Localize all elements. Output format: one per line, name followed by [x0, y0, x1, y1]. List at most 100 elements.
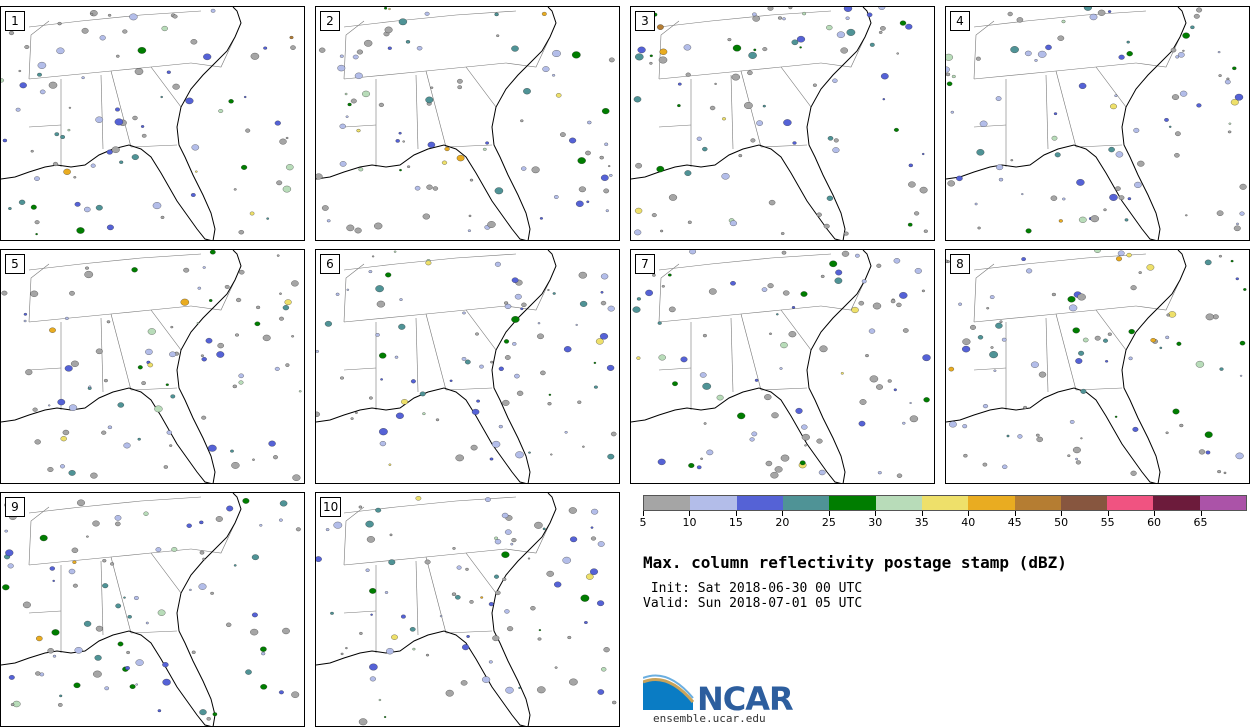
- reflectivity-cell: [58, 703, 63, 707]
- reflectivity-cell: [1179, 423, 1184, 428]
- reflectivity-cell: [185, 97, 194, 105]
- reflectivity-cell: [279, 518, 283, 522]
- reflectivity-cell: [537, 333, 544, 340]
- reflectivity-cell: [979, 120, 988, 127]
- reflectivity-cell: [369, 663, 378, 671]
- reflectivity-cell: [251, 612, 258, 618]
- reflectivity-cell: [800, 291, 808, 297]
- reflectivity-cell: [1075, 457, 1079, 461]
- reflectivity-cell: [995, 96, 1002, 101]
- reflectivity-cell: [2, 138, 8, 143]
- reflectivity-cell: [76, 227, 85, 234]
- state-border: [1135, 36, 1181, 68]
- reflectivity-cell: [456, 154, 465, 162]
- reflectivity-cell: [180, 298, 190, 306]
- reflectivity-cell: [291, 691, 300, 698]
- state-border: [100, 74, 104, 150]
- panel-8: 8: [945, 249, 1250, 484]
- reflectivity-cell: [590, 536, 597, 541]
- reflectivity-cell: [1024, 50, 1032, 57]
- reflectivity-cell: [603, 188, 610, 194]
- reflectivity-cell: [491, 440, 501, 448]
- reflectivity-cell: [422, 412, 426, 416]
- reflectivity-cell: [468, 214, 472, 218]
- reflectivity-cell: [722, 117, 726, 121]
- reflectivity-cell: [521, 166, 527, 171]
- reflectivity-cell: [198, 583, 207, 590]
- reflectivity-cell: [379, 428, 388, 436]
- reflectivity-cell: [285, 363, 290, 367]
- reflectivity-cell: [590, 526, 594, 529]
- reflectivity-cell: [510, 542, 514, 546]
- reflectivity-cell: [1235, 277, 1239, 281]
- reflectivity-cell: [908, 163, 913, 168]
- reflectivity-cell: [444, 146, 450, 152]
- reflectivity-cell: [95, 116, 104, 123]
- reflectivity-cell: [226, 505, 234, 512]
- reflectivity-cell: [57, 21, 62, 26]
- reflectivity-cell: [899, 292, 908, 299]
- reflectivity-cell: [72, 583, 78, 588]
- reflectivity-cell: [379, 352, 387, 359]
- reflectivity-cell: [462, 311, 466, 315]
- logo-text: NCAR: [697, 680, 794, 718]
- reflectivity-cell: [976, 56, 981, 61]
- reflectivity-cell: [872, 302, 882, 310]
- reflectivity-cell: [1107, 10, 1112, 13]
- reflectivity-cell: [1072, 446, 1081, 454]
- reflectivity-cell: [649, 61, 653, 65]
- reflectivity-cell: [511, 538, 517, 543]
- reflectivity-cell: [1170, 47, 1177, 53]
- reflectivity-cell: [64, 365, 73, 372]
- reflectivity-cell: [441, 160, 448, 165]
- reflectivity-cell: [962, 424, 968, 429]
- reflectivity-cell: [1179, 90, 1188, 97]
- state-border: [973, 62, 1137, 80]
- reflectivity-cell: [424, 559, 431, 565]
- reflectivity-cell: [30, 204, 37, 210]
- reflectivity-cell: [250, 628, 259, 636]
- reflectivity-cell: [183, 267, 190, 273]
- reflectivity-cell: [48, 404, 51, 407]
- reflectivity-cell: [464, 359, 471, 365]
- reflectivity-cell: [202, 266, 206, 269]
- colorbar-tick-label: 25: [821, 516, 836, 529]
- coastline: [1, 7, 242, 240]
- state-border: [415, 317, 419, 393]
- reflectivity-cell: [597, 600, 605, 607]
- reflectivity-cell: [816, 438, 823, 444]
- reflectivity-cell: [1109, 193, 1118, 201]
- reflectivity-cell: [1007, 11, 1013, 17]
- reflectivity-cell: [1204, 431, 1213, 438]
- reflectivity-cell: [721, 173, 730, 180]
- reflectivity-cell: [295, 527, 301, 532]
- state-border: [973, 305, 1137, 323]
- reflectivity-cell: [599, 155, 604, 160]
- reflectivity-cell: [858, 420, 866, 427]
- reflectivity-cell: [129, 684, 136, 689]
- reflectivity-cell: [521, 302, 527, 307]
- state-border: [343, 253, 517, 271]
- reflectivity-cell: [73, 682, 81, 689]
- state-border: [445, 630, 493, 634]
- panel-5: 5: [0, 249, 305, 484]
- reflectivity-cell: [191, 144, 200, 151]
- reflectivity-cell: [585, 150, 591, 156]
- reflectivity-cell: [243, 95, 247, 99]
- reflectivity-cell: [115, 521, 121, 527]
- reflectivity-cell: [207, 444, 217, 452]
- reflectivity-cell: [498, 424, 503, 429]
- reflectivity-cell: [511, 316, 520, 323]
- panel-number: 8: [950, 254, 970, 274]
- colorbar-tick-label: 30: [868, 516, 883, 529]
- reflectivity-cell: [1239, 340, 1246, 346]
- reflectivity-cell: [432, 186, 439, 191]
- reflectivity-cell: [350, 417, 354, 420]
- reflectivity-cell: [1243, 288, 1247, 291]
- reflectivity-cell: [457, 85, 462, 90]
- reflectivity-cell: [479, 364, 484, 369]
- reflectivity-cell: [8, 30, 15, 36]
- reflectivity-cell: [552, 292, 556, 295]
- reflectivity-cell: [260, 684, 268, 690]
- state-border: [973, 253, 1147, 271]
